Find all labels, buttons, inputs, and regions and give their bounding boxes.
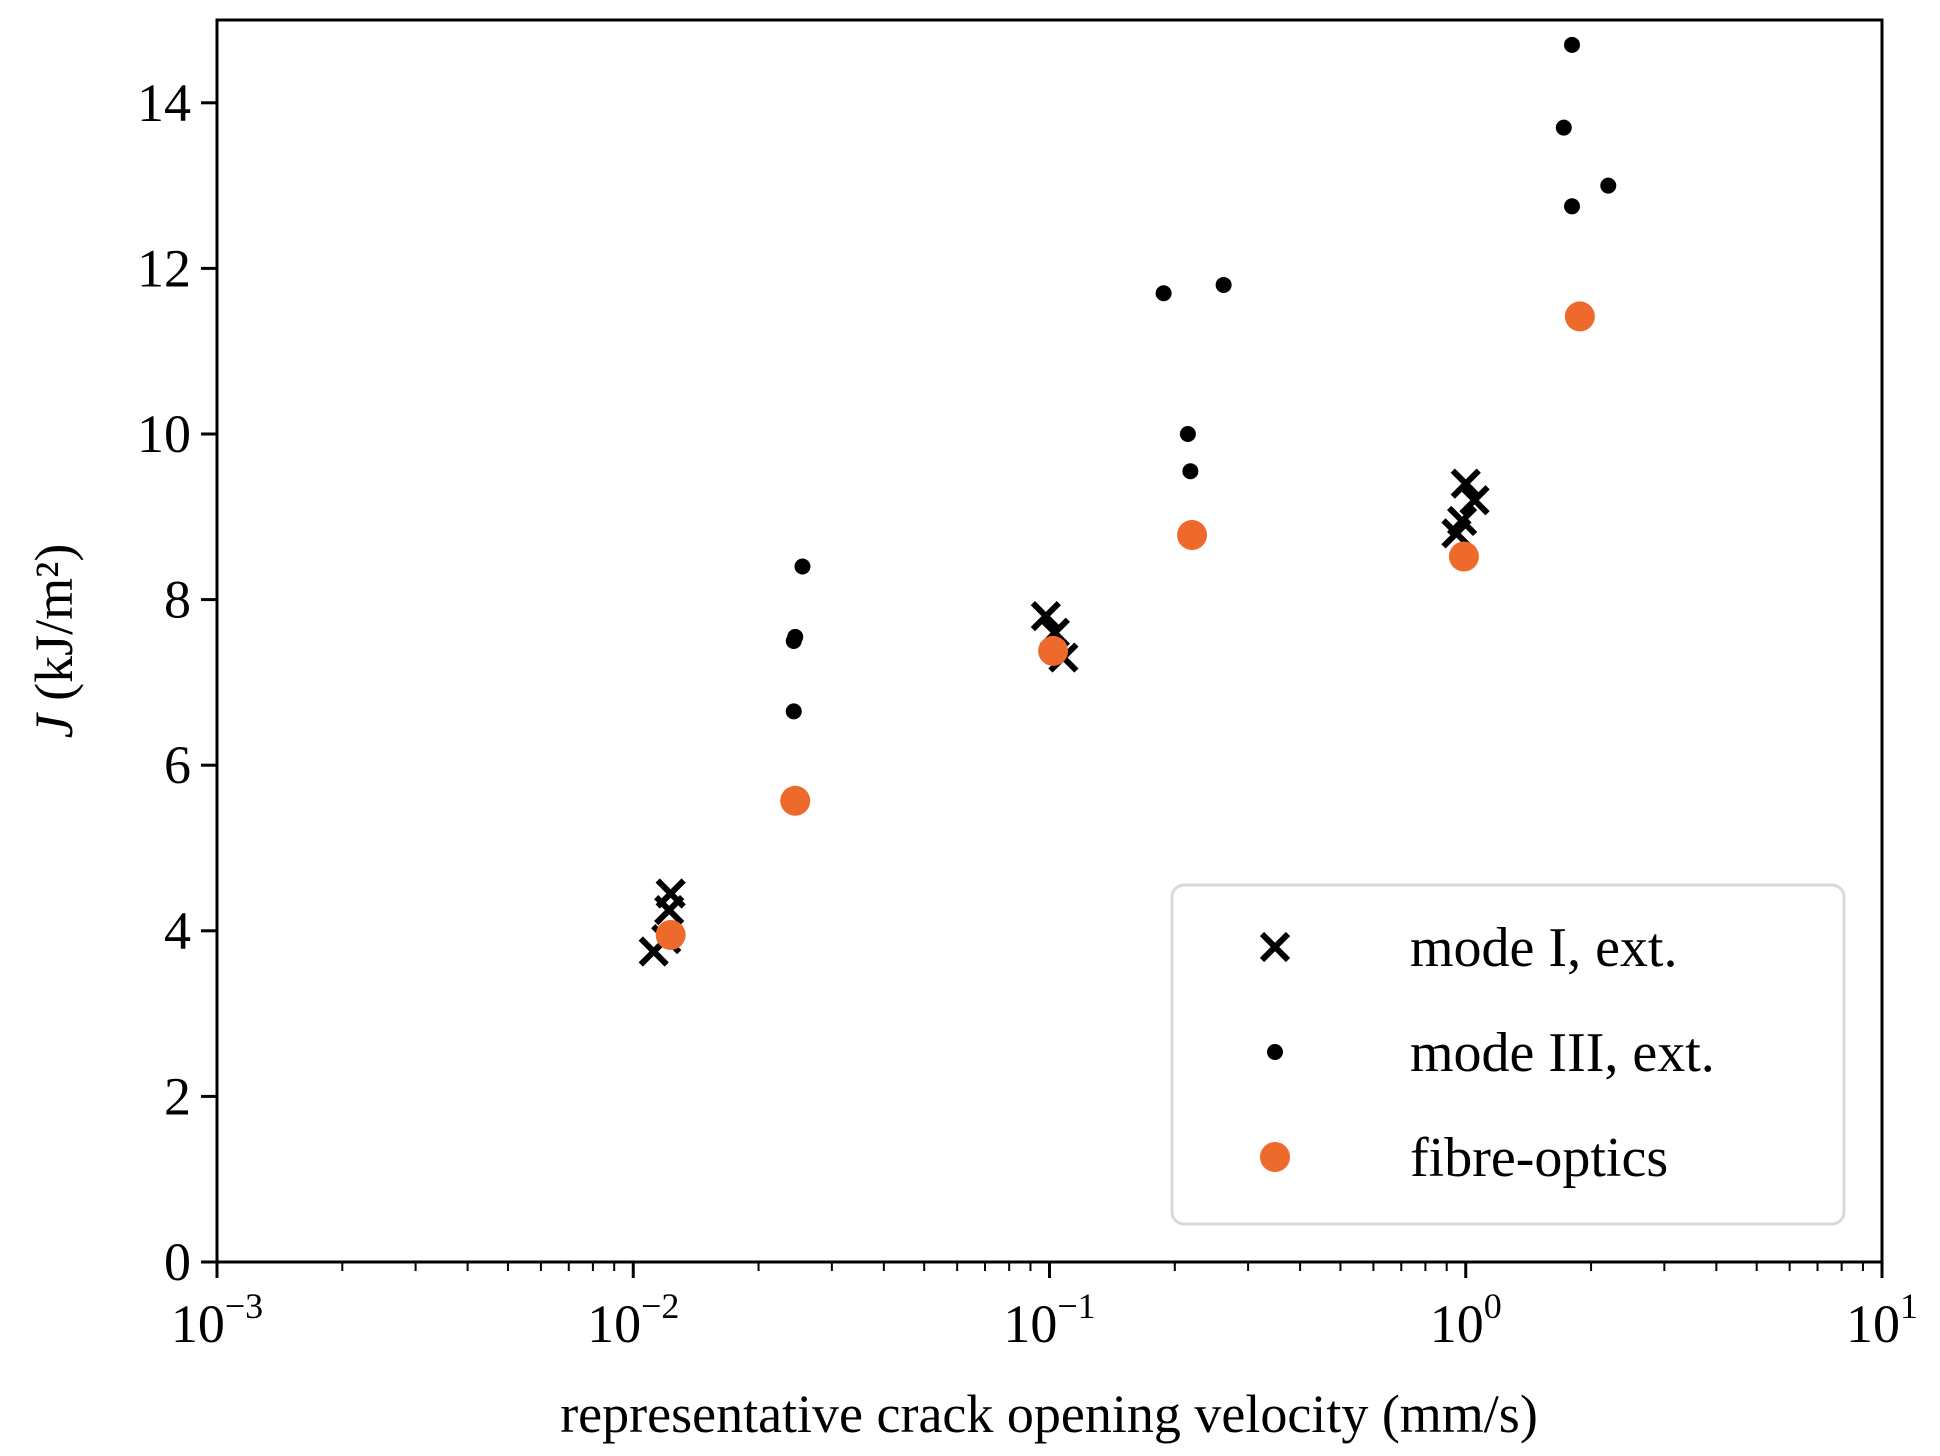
- data-point-x: [655, 878, 686, 909]
- data-point-x: [1446, 505, 1478, 537]
- data-point-circle: [780, 785, 811, 816]
- data-point-dot: [1564, 36, 1581, 53]
- y-tick-label: 8: [164, 570, 191, 630]
- data-point-dot: [1182, 463, 1199, 480]
- data-point-circle: [1564, 301, 1595, 332]
- y-axis-symbol: J: [24, 711, 84, 738]
- axis-ticks: 10−3 10−2 10−1 100 101 0 2 4 6 8 10 12 14: [137, 73, 1918, 1354]
- legend-label: mode III, ext.: [1410, 1022, 1715, 1084]
- data-point-circle: [1038, 635, 1069, 666]
- y-tick-label: 2: [164, 1066, 191, 1126]
- y-tick-label: 12: [137, 238, 191, 298]
- legend-box: [1170, 883, 1846, 1226]
- data-point-dot: [794, 558, 811, 575]
- data-point-x: [1030, 601, 1061, 632]
- data-point-circle: [1177, 520, 1208, 551]
- data-point-circle: [655, 919, 686, 950]
- legend-label: mode I, ext.: [1410, 917, 1677, 979]
- data-point-dot: [785, 703, 802, 720]
- legend: mode I, ext. mode III, ext. fibre-optics: [1170, 883, 1846, 1226]
- data-point-dot: [785, 633, 802, 649]
- y-tick-label: 10: [137, 404, 191, 464]
- data-point-x: [1450, 468, 1481, 499]
- legend-marker-dot: [1267, 1044, 1283, 1060]
- y-tick-label: 4: [164, 901, 191, 961]
- y-tick-label: 14: [137, 73, 191, 133]
- y-axis-label: J (kJ/m²): [24, 544, 84, 739]
- data-point-x: [1459, 485, 1490, 516]
- x-tick-label: 100: [1430, 1286, 1502, 1354]
- data-point-dot: [1179, 426, 1196, 442]
- plot-frame: [215, 18, 1884, 1264]
- legend-marker-circle: [1260, 1142, 1290, 1172]
- data-point-dot: [1155, 285, 1172, 302]
- x-tick-label: 10−1: [1003, 1286, 1095, 1354]
- data-points: [638, 36, 1617, 967]
- x-tick-label: 10−3: [171, 1286, 263, 1354]
- data-point-dot: [1600, 177, 1617, 194]
- x-tick-label: 10−2: [587, 1286, 679, 1354]
- legend-label: fibre-optics: [1410, 1127, 1668, 1189]
- data-point-circle: [1448, 541, 1479, 572]
- data-point-dot: [1555, 119, 1572, 136]
- data-point-dot: [1215, 276, 1232, 293]
- legend-marker-x: [1259, 931, 1291, 963]
- y-tick-label: 6: [164, 735, 191, 795]
- y-tick-label: 0: [164, 1232, 191, 1292]
- x-tick-label: 101: [1846, 1286, 1918, 1354]
- y-axis-unit: (kJ/m²): [24, 544, 84, 715]
- x-axis-label: representative crack opening velocity (m…: [560, 1384, 1538, 1444]
- data-point-dot: [1564, 198, 1581, 215]
